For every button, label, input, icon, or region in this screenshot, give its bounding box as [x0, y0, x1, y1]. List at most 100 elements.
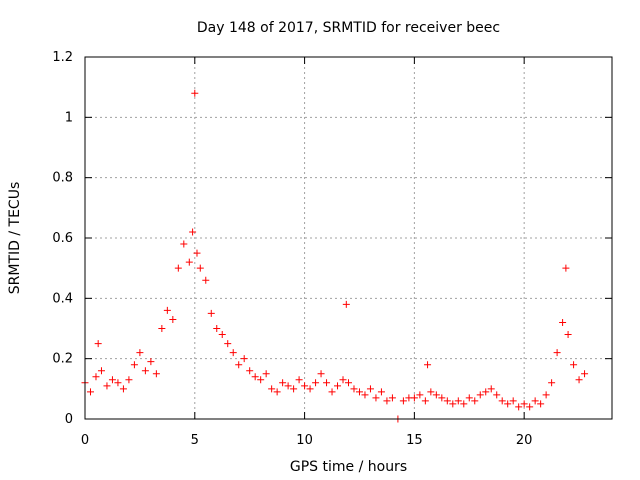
grid-lines: [85, 57, 612, 419]
data-point: [207, 309, 215, 317]
data-point: [103, 382, 111, 390]
data-point: [196, 264, 204, 272]
data-point: [213, 325, 221, 332]
data-point: [504, 400, 512, 408]
data-point: [377, 388, 385, 396]
data-point: [562, 264, 570, 272]
data-point: [471, 397, 479, 405]
data-point: [515, 403, 523, 411]
data-point: [410, 394, 418, 402]
data-point: [581, 370, 589, 378]
data-point: [498, 397, 506, 405]
data-point: [185, 258, 193, 266]
data-point: [575, 376, 583, 384]
y-tick-label: 1: [65, 110, 73, 125]
data-point: [130, 361, 138, 369]
data-point: [339, 376, 347, 384]
data-point: [193, 249, 201, 257]
data-point: [125, 376, 133, 384]
data-point: [262, 370, 270, 378]
data-point: [432, 391, 440, 399]
data-point: [345, 379, 352, 387]
y-tick-label: 0.8: [52, 171, 73, 186]
data-point: [476, 391, 484, 399]
data-point: [218, 331, 226, 339]
data-point: [119, 385, 127, 393]
data-point: [460, 400, 468, 408]
data-point: [284, 382, 292, 390]
data-point: [306, 385, 314, 393]
data-point: [229, 349, 237, 357]
y-tick-label: 0: [65, 412, 73, 427]
data-point: [454, 397, 462, 405]
data-point: [323, 379, 331, 387]
data-point: [424, 361, 432, 369]
data-point: [86, 388, 94, 396]
data-point: [553, 349, 561, 357]
data-point: [531, 397, 539, 405]
data-point: [158, 325, 166, 332]
data-point: [246, 367, 254, 375]
data-point: [342, 300, 350, 308]
data-point: [372, 394, 380, 402]
data-point: [449, 400, 457, 408]
x-tick-label: 5: [191, 433, 199, 448]
plot-frame: [84, 56, 613, 420]
data-point: [520, 400, 528, 408]
data-point: [169, 315, 177, 323]
y-tick-label: 1.2: [52, 50, 73, 65]
data-point: [537, 400, 545, 408]
y-axis-label: SRMTID / TECUs: [7, 182, 23, 295]
data-point: [482, 388, 490, 396]
data-point: [350, 385, 358, 393]
x-tick-label: 20: [516, 433, 533, 448]
y-tick-label: 0.6: [52, 231, 73, 246]
y-tick-label: 0.2: [52, 352, 73, 367]
data-point: [355, 388, 363, 396]
data-point: [97, 367, 105, 375]
data-point: [163, 306, 171, 314]
data-point: [564, 331, 572, 339]
data-point: [295, 376, 303, 384]
data-point: [383, 397, 391, 405]
data-point: [147, 358, 155, 366]
data-point: [152, 370, 160, 378]
data-point: [240, 355, 248, 363]
data-point: [438, 394, 446, 402]
data-point: [526, 403, 534, 411]
data-point: [509, 397, 517, 405]
data-point: [174, 264, 182, 272]
data-point: [493, 391, 501, 399]
data-point: [548, 379, 556, 387]
data-point: [317, 370, 325, 378]
data-point: [136, 349, 144, 357]
data-point: [224, 340, 232, 348]
data-point: [416, 391, 424, 399]
chart-title: Day 148 of 2017, SRMTID for receiver bee…: [197, 20, 500, 36]
data-point: [334, 382, 342, 390]
data-point: [559, 318, 567, 326]
data-point: [235, 361, 243, 369]
data-point: [388, 394, 396, 402]
data-point: [189, 228, 197, 236]
data-point: [114, 379, 122, 387]
data-point: [570, 361, 578, 369]
x-tick-label: 0: [81, 433, 89, 448]
data-point: [487, 385, 495, 393]
y-tick-label: 0.4: [52, 291, 73, 306]
data-point: [202, 276, 210, 284]
data-point: [279, 379, 287, 387]
data-point: [108, 376, 116, 384]
data-point: [257, 376, 265, 384]
data-point: [273, 388, 281, 396]
data-point: [94, 340, 102, 348]
data-point: [421, 397, 429, 405]
data-point: [268, 385, 276, 393]
data-point: [312, 379, 320, 387]
data-point: [180, 240, 188, 248]
data-point: [443, 397, 451, 405]
data-point: [92, 373, 100, 381]
data-point: [366, 385, 374, 393]
data-point: [251, 373, 259, 381]
